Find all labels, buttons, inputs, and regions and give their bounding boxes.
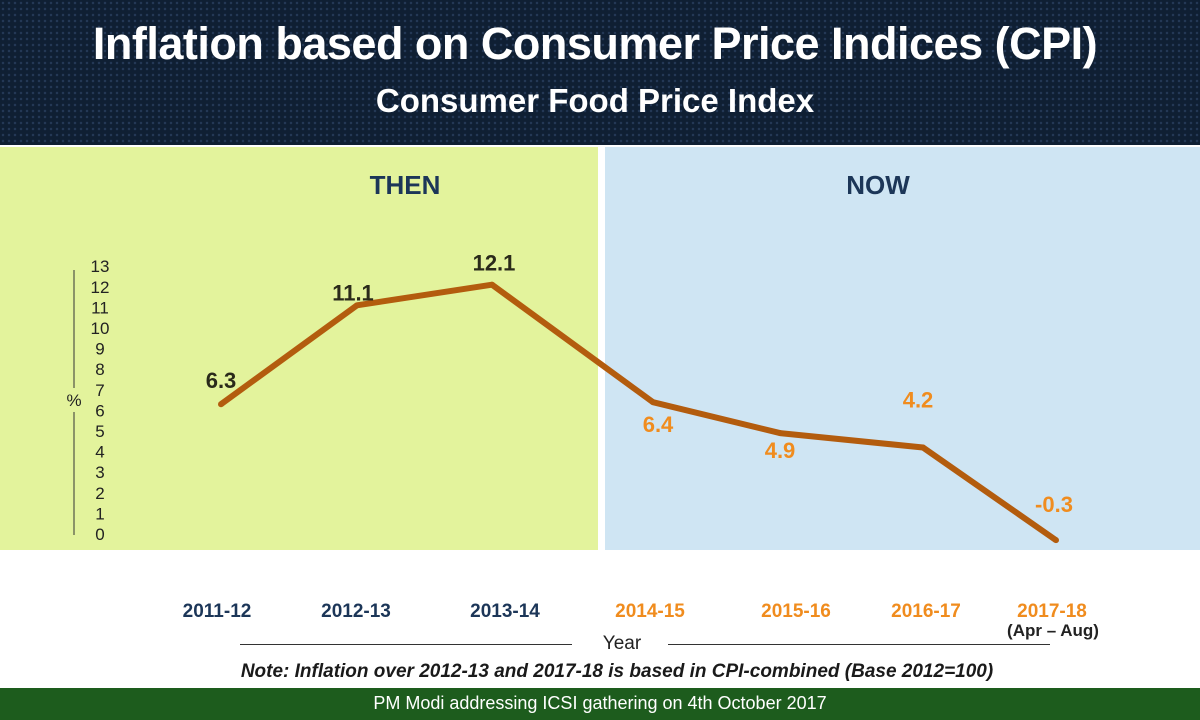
y-tick-label: 8 [95, 360, 104, 379]
footnote: Note: Inflation over 2012-13 and 2017-18… [240, 661, 994, 682]
data-label: -0.3 [1035, 492, 1073, 517]
data-point [489, 281, 495, 288]
x-tick-label: 2014-15 [615, 601, 685, 622]
x-tick-label: 2016-17 [891, 601, 961, 622]
data-label: 12.1 [473, 251, 516, 276]
y-tick-label: 5 [95, 422, 104, 441]
x-axis-label: Year [602, 633, 642, 654]
then-label: THEN [369, 170, 441, 200]
data-point [218, 401, 224, 408]
now-panel [605, 147, 1200, 550]
y-tick-label: 11 [91, 298, 109, 317]
y-tick-label: 2 [95, 484, 104, 503]
y-tick-label: 9 [95, 340, 104, 359]
data-label: 11.1 [332, 280, 374, 305]
chart-subtitle: Consumer Food Price Index [375, 82, 815, 119]
data-point [1053, 537, 1059, 544]
x-axis-line-right [668, 644, 1050, 645]
x-tick-label: 2012-13 [321, 601, 391, 622]
x-axis-line-left [240, 644, 572, 645]
x-tick-note: (Apr – Aug) [1007, 621, 1099, 640]
footer-caption: PM Modi addressing ICSI gathering on 4th… [0, 688, 1200, 720]
y-tick-label: 12 [91, 278, 110, 297]
y-tick-label: 4 [95, 443, 104, 462]
now-label: NOW [846, 170, 910, 200]
x-tick-label: 2015-16 [761, 601, 831, 622]
y-tick-label: 1 [95, 504, 104, 523]
data-point [920, 444, 926, 451]
y-tick-label: 10 [91, 319, 110, 338]
y-tick-label: 0 [95, 525, 104, 544]
chart-title: Inflation based on Consumer Price Indice… [92, 18, 1098, 69]
data-label: 4.9 [765, 438, 796, 463]
y-tick-label: 3 [95, 463, 104, 482]
x-tick-label: 2013-14 [470, 601, 540, 622]
y-axis-label: % [66, 391, 81, 410]
header-dot-pattern [0, 0, 1200, 145]
data-label: 4.2 [903, 387, 934, 412]
data-point [777, 430, 783, 437]
y-tick-label: 7 [95, 381, 104, 400]
data-label: 6.4 [643, 412, 674, 437]
y-tick-label: 6 [95, 401, 104, 420]
data-label: 6.3 [206, 368, 237, 393]
header-banner: Inflation based on Consumer Price Indice… [0, 0, 1200, 145]
x-tick-label: 2011-12 [183, 601, 252, 622]
x-tick-label: 2017-18 [1017, 601, 1087, 622]
data-point [354, 302, 360, 309]
y-tick-label: 13 [91, 257, 110, 276]
data-point [650, 399, 656, 406]
